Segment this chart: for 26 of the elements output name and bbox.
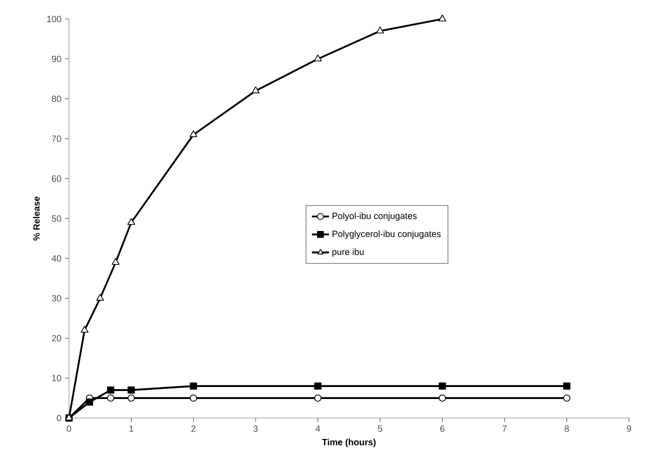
legend-label: Polyglycerol-ibu conjugates [332,230,441,239]
y-tick-label: 20 [52,335,62,342]
y-tick-label: 90 [52,56,62,62]
y-tick-label: 30 [52,295,62,302]
x-tick-label: 8 [564,426,569,432]
y-tick-label: 40 [52,255,62,262]
x-axis-title: Time (hours) [322,438,376,448]
x-tick-label: 2 [191,426,196,432]
x-tick-label: 9 [626,426,632,432]
x-tick-label: 4 [316,426,320,432]
y-tick-label: 70 [52,136,62,142]
x-tick-label: 7 [502,426,507,432]
y-tick-label: 80 [52,96,62,102]
x-tick-label: 0 [66,426,72,432]
y-tick-label: 100 [47,16,62,22]
legend-label: Polyol-ibu conjugates [332,212,417,221]
x-tick-label: 3 [254,426,258,432]
y-tick-label: 0 [56,414,62,422]
x-tick-label: 6 [440,426,444,432]
x-tick-label: 1 [129,426,134,432]
x-tick-label: 5 [378,426,382,432]
y-tick-label: 10 [52,374,62,382]
legend-label: pure ibu [332,248,364,257]
y-tick-label: 60 [52,175,62,182]
y-axis-title: % Release [33,196,40,240]
y-tick-label: 50 [52,215,62,222]
